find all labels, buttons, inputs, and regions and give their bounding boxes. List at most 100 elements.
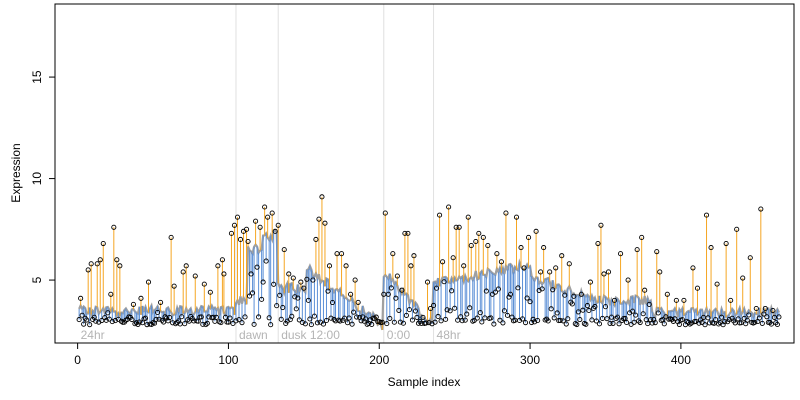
data-point [145,279,152,285]
data-point [346,315,352,321]
data-point [257,224,263,230]
data-point [290,275,296,281]
data-point [260,279,266,285]
data-point [424,279,431,285]
data-point [596,321,602,327]
data-point [180,269,186,275]
plot-frame [54,3,795,344]
data-point [640,311,646,317]
point-layer [76,194,782,328]
data-point [723,240,729,247]
data-point [263,258,269,264]
data-point [526,234,532,240]
data-point [655,310,661,316]
data-point [738,320,744,326]
data-point [423,320,429,326]
data-point [601,271,607,277]
data-point [400,320,406,326]
data-point [504,312,510,318]
data-point [311,313,317,319]
data-point [604,316,610,322]
data-point [473,238,479,245]
data-point [379,319,385,325]
data-point [307,316,313,322]
data-point [179,314,185,320]
data-point [100,240,106,247]
data-point [227,315,233,321]
data-point [304,276,310,282]
data-point [462,317,468,323]
data-point [483,288,489,294]
data-point [289,313,295,319]
data-point [495,286,501,292]
data-point [102,315,108,321]
data-point [578,291,584,297]
data-point [485,243,491,249]
data-point [158,299,164,305]
data-point [744,317,750,323]
data-point [339,251,345,257]
x-tick-label: 0 [74,353,81,367]
data-point [519,316,526,322]
data-point [84,317,90,323]
data-point [500,320,506,326]
data-point [112,318,118,324]
data-point [545,318,551,324]
data-point [708,245,714,251]
data-point [97,257,103,263]
data-point [325,288,331,294]
data-point [426,320,432,326]
data-point [129,316,135,323]
phase-label: 12:00 [310,328,340,342]
data-point [553,265,559,271]
data-point [406,307,412,313]
data-point [313,236,319,243]
data-point [183,263,189,269]
data-point [138,295,144,301]
data-point [637,319,643,326]
data-point [411,253,417,259]
data-point [577,316,583,323]
data-point [728,297,734,303]
data-point [369,321,375,328]
data-point [441,279,447,285]
baseline-curve [78,229,780,331]
data-point [548,306,554,312]
data-point [575,309,581,315]
y-axis-title: Expression [9,143,23,202]
data-point [467,305,473,311]
data-point [153,316,159,322]
data-point [253,218,259,224]
data-point [586,307,592,314]
data-point [538,269,544,275]
data-point [461,263,467,269]
data-point [479,319,485,325]
data-point [642,287,648,293]
data-point [293,306,299,312]
data-point [204,320,210,326]
data-point [560,318,566,324]
data-point [501,308,507,314]
data-point [574,321,580,328]
data-point [430,302,437,309]
data-point [106,316,112,322]
data-point [663,314,669,320]
data-point [301,285,307,291]
data-point [103,317,109,323]
data-point [245,238,251,245]
data-point [393,295,399,301]
data-point [414,314,420,320]
data-point [492,289,498,295]
data-point [488,315,494,321]
data-point [554,310,560,316]
data-point [518,245,524,251]
data-point [432,319,438,325]
data-point [657,269,663,275]
data-point [631,319,637,325]
data-point [308,322,314,328]
data-point [610,320,616,326]
data-point [513,214,520,220]
data-point [156,316,162,322]
data-point [94,261,100,267]
data-point [271,281,277,287]
